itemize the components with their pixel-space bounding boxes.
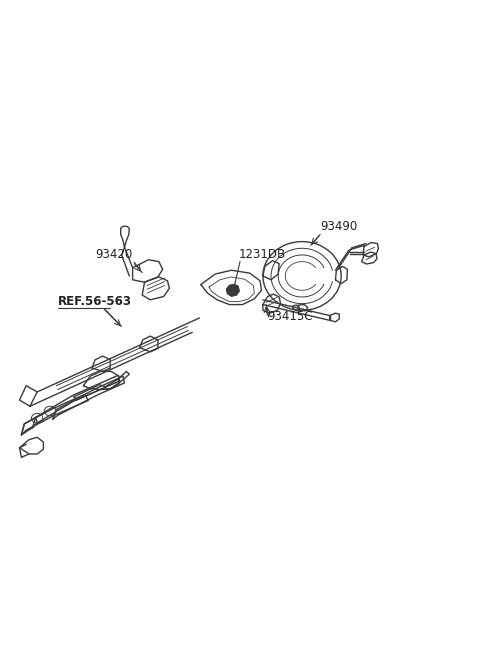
Text: 93420: 93420 (96, 248, 132, 261)
Text: 93490: 93490 (320, 220, 358, 233)
Text: REF.56-563: REF.56-563 (58, 295, 132, 309)
Polygon shape (227, 284, 239, 296)
Text: 1231DB: 1231DB (239, 248, 286, 261)
Text: 93415C: 93415C (268, 310, 313, 323)
